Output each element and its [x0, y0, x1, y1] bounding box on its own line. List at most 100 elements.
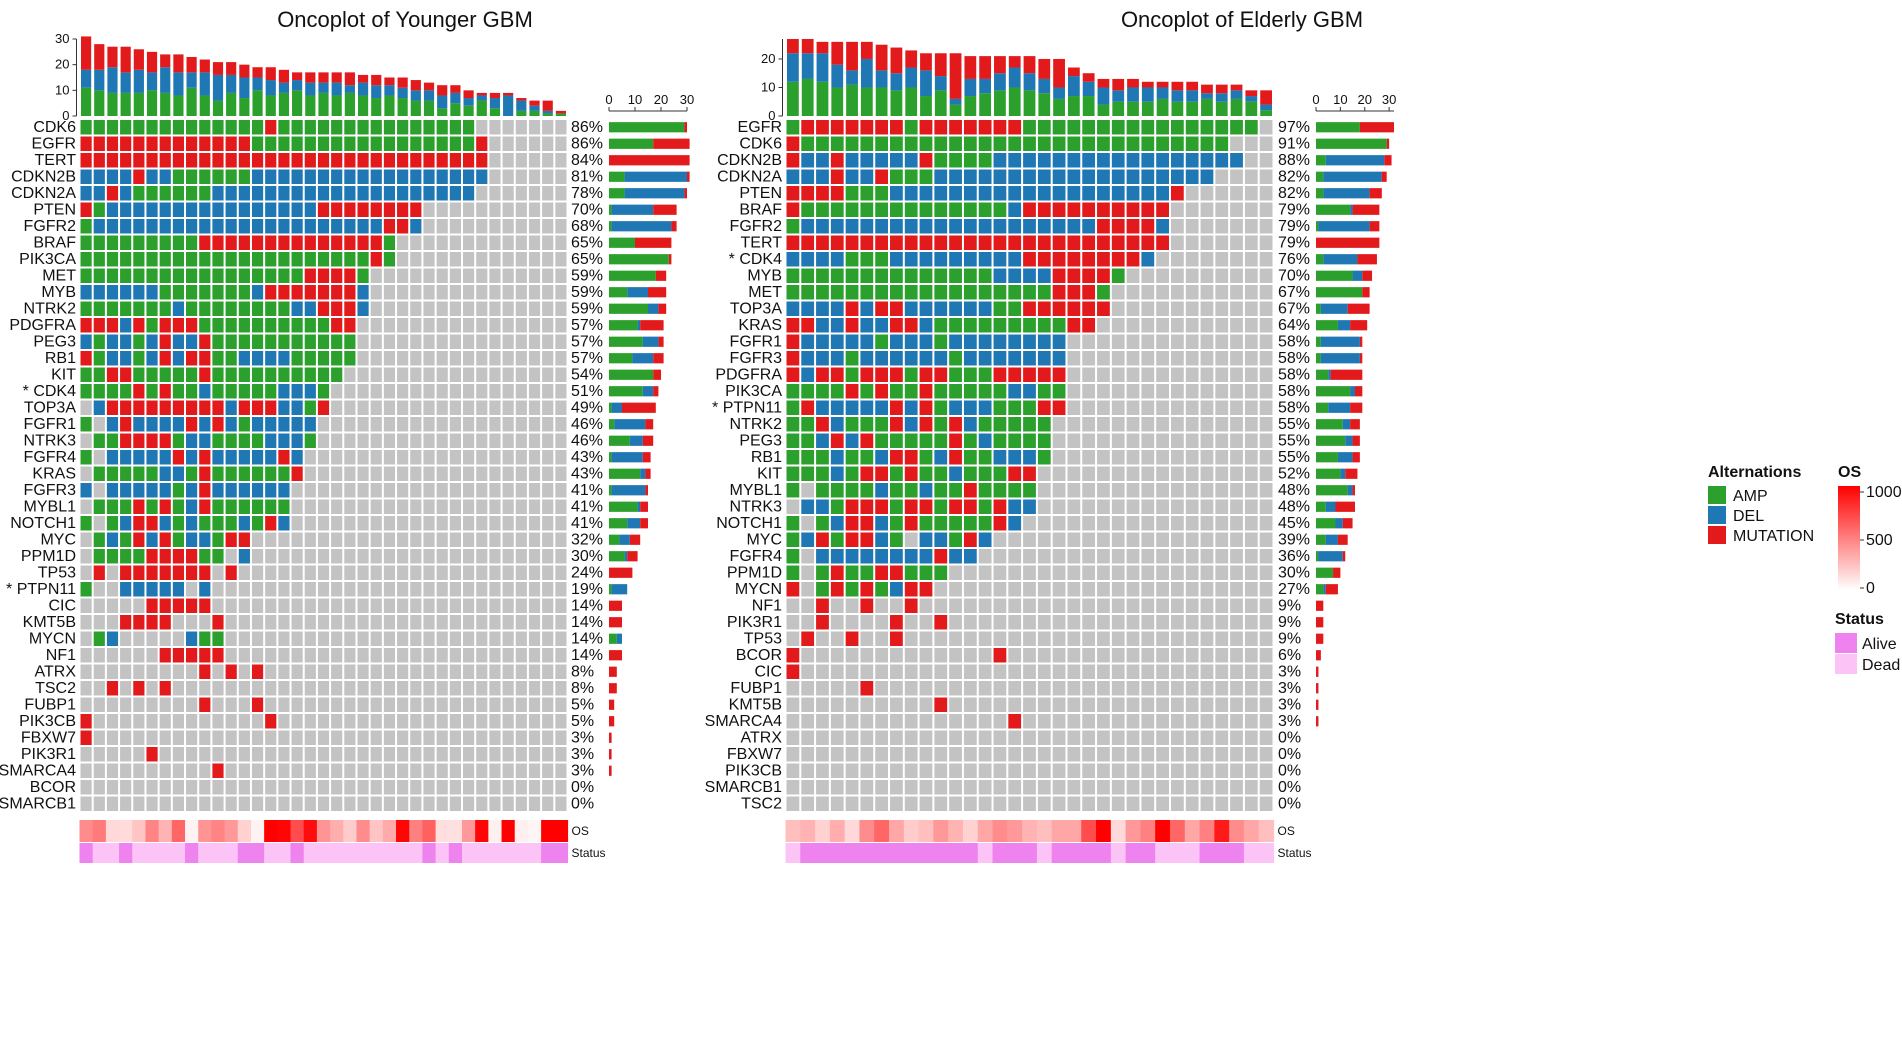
oncoplot-cell-none: [238, 730, 250, 745]
oncoplot-cell-none: [1170, 747, 1184, 762]
oncoplot-cell-none: [317, 598, 330, 613]
oncoplot-cell-del: [904, 301, 918, 316]
oncoplot-cell-none: [397, 252, 409, 267]
side-bar-segment-amp: [609, 138, 654, 149]
oncoplot-cell-none: [1185, 697, 1199, 712]
oncoplot-cell-none: [1067, 334, 1081, 349]
oncoplot-cell-del: [265, 483, 277, 498]
oncoplot-cell-none: [949, 681, 962, 696]
oncoplot-cell-none: [1097, 450, 1110, 465]
oncoplot-cell-none: [397, 433, 409, 448]
oncoplot-cell-del: [919, 186, 933, 201]
oncoplot-cell-none: [449, 466, 461, 481]
gene-percent-label: 41%: [571, 515, 603, 532]
oncoplot-cell-none: [476, 780, 488, 795]
gene-percent-label: 14%: [571, 598, 603, 615]
oncoplot-cell-del: [344, 186, 356, 201]
gene-percent-label: 48%: [1278, 499, 1310, 516]
oncoplot-cell-amp: [919, 268, 933, 283]
oncoplot-cell-none: [304, 516, 316, 531]
oncoplot-cell-del: [963, 400, 977, 415]
side-bar-segment-mut: [640, 518, 648, 529]
oncoplot-cell-del: [370, 219, 382, 234]
oncoplot-cell-amp: [1200, 120, 1214, 135]
oncoplot-cell-del: [225, 400, 237, 415]
oncoplot-cell-none: [278, 730, 290, 745]
oncoplot-cell-amp: [251, 136, 264, 151]
oncoplot-cell-none: [238, 565, 250, 580]
oncoplot-cell-none: [489, 252, 501, 267]
oncoplot-cell-none: [383, 565, 396, 580]
oncoplot-cell-none: [1244, 780, 1258, 795]
oncoplot-cell-none: [436, 235, 448, 250]
side-bar-segment-amp: [1316, 188, 1324, 199]
oncoplot-cell-none: [515, 153, 527, 168]
oncoplot-cell-none: [462, 384, 475, 399]
oncoplot-cell-del: [172, 582, 185, 597]
oncoplot-cell-mut: [159, 549, 171, 564]
oncoplot-cell-amp: [93, 367, 105, 382]
oncoplot-cell-none: [1200, 433, 1214, 448]
oncoplot-cell-none: [489, 450, 501, 465]
oncoplot-cell-none: [515, 186, 527, 201]
oncoplot-cell-none: [344, 549, 356, 564]
oncoplot-cell-amp: [786, 549, 800, 564]
oncoplot-cell-none: [436, 450, 448, 465]
oncoplot-cell-none: [978, 582, 992, 597]
oncoplot-cell-none: [436, 565, 448, 580]
oncoplot-cell-none: [1156, 334, 1169, 349]
oncoplot-cell-del: [830, 466, 844, 481]
oncoplot-cell-amp: [120, 252, 132, 267]
oncoplot-cell-none: [528, 780, 541, 795]
oncoplot-cell-none: [159, 697, 171, 712]
oncoplot-cell-amp: [963, 466, 977, 481]
top-bar-segment-amp: [787, 81, 799, 116]
oncoplot-cell-mut: [816, 120, 829, 135]
gene-percent-label: 30%: [1278, 565, 1310, 582]
oncoplot-cell-none: [383, 499, 396, 514]
gene-label: CDKN2A: [11, 185, 76, 202]
oncoplot-cell-none: [890, 697, 903, 712]
oncoplot-cell-none: [410, 235, 422, 250]
oncoplot-cell-mut: [357, 153, 369, 168]
oncoplot-cell-none: [555, 714, 567, 729]
oncoplot-cell-amp: [383, 120, 396, 135]
oncoplot-cell-none: [304, 747, 316, 762]
oncoplot-cell-del: [830, 334, 844, 349]
oncoplot-cell-del: [291, 384, 303, 399]
top-bar-tick-label: 20: [761, 51, 775, 66]
oncoplot-cell-amp: [786, 433, 800, 448]
status-annotation-cell: [874, 843, 890, 863]
top-bar-segment-del: [503, 95, 514, 116]
oncoplot-cell-none: [528, 285, 541, 300]
oncoplot-cell-none: [93, 664, 105, 679]
oncoplot-cell-mut: [860, 582, 874, 597]
oncoplot-cell-none: [383, 747, 396, 762]
oncoplot-cell-none: [344, 697, 356, 712]
oncoplot-cell-none: [830, 681, 844, 696]
side-bar-segment-mut: [1316, 600, 1324, 611]
oncoplot-cell-amp: [80, 252, 92, 267]
oncoplot-cell-none: [449, 219, 461, 234]
oncoplot-cell-none: [1067, 466, 1081, 481]
oncoplot-cell-amp: [875, 417, 889, 432]
oncoplot-cell-none: [357, 648, 369, 663]
oncoplot-cell-none: [1244, 334, 1258, 349]
oncoplot-cell-del: [919, 301, 933, 316]
oncoplot-cell-none: [383, 400, 396, 415]
oncoplot-cell-none: [357, 351, 369, 366]
oncoplot-cell-none: [1141, 565, 1155, 580]
oncoplot-cell-mut: [963, 483, 977, 498]
oncoplot-cell-none: [502, 285, 514, 300]
oncoplot-cell-none: [462, 730, 475, 745]
top-bar-segment-del: [146, 72, 158, 91]
oncoplot-cell-amp: [106, 301, 119, 316]
top-bar-segment-mut: [1112, 78, 1125, 91]
oncoplot-cell-none: [801, 648, 815, 663]
oncoplot-cell-none: [1215, 532, 1229, 547]
oncoplot-cell-mut: [159, 648, 171, 663]
oncoplot-cell-mut: [845, 301, 859, 316]
oncoplot-cell-none: [212, 796, 224, 811]
oncoplot-cell-del: [1097, 169, 1110, 184]
oncoplot-cell-none: [238, 615, 250, 630]
